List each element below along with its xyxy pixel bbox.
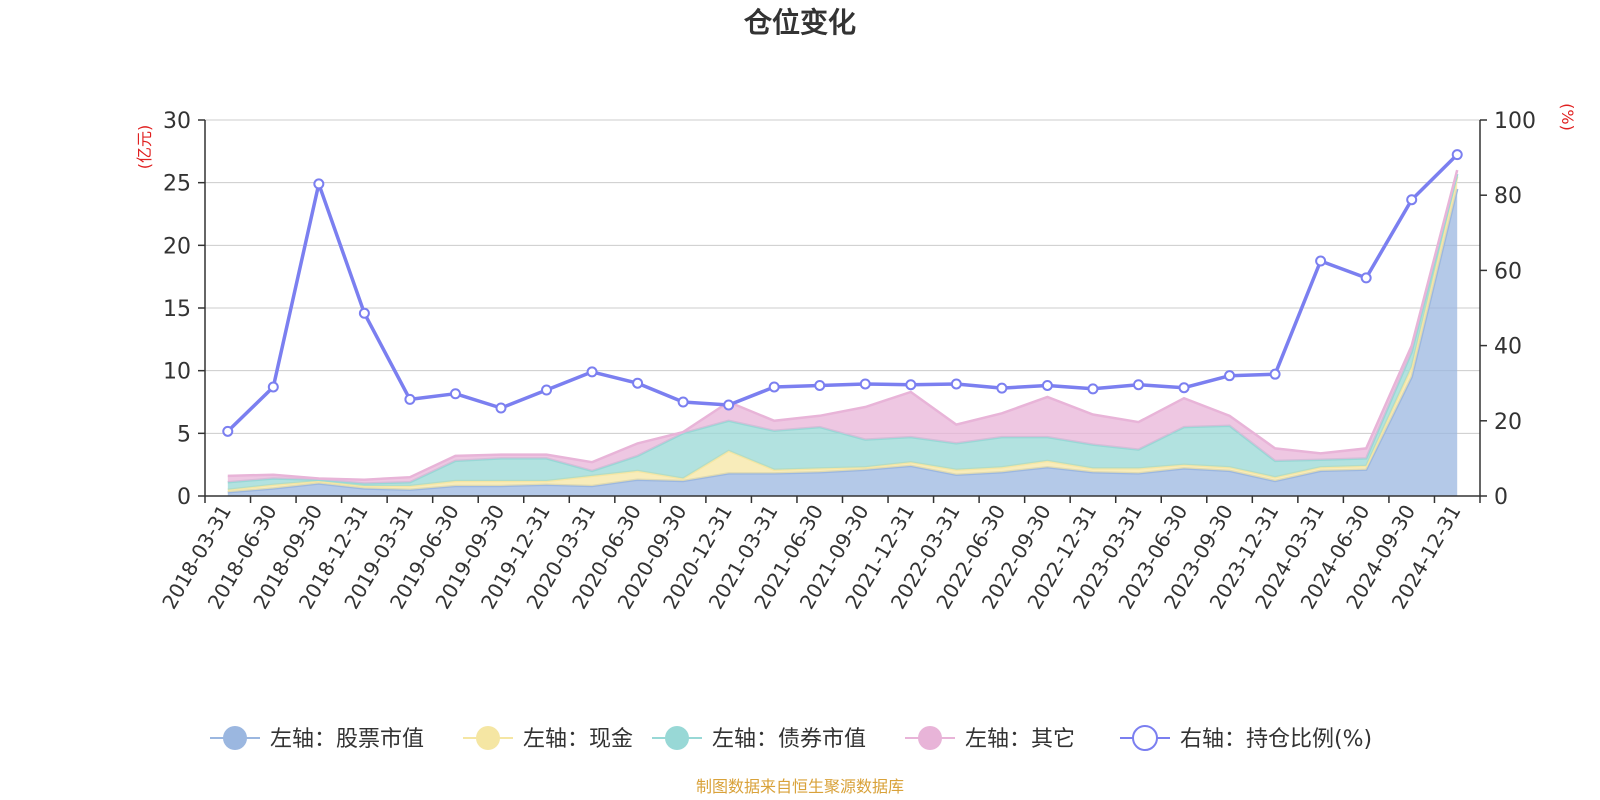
ratio-point bbox=[996, 382, 1008, 394]
area-series-3 bbox=[227, 173, 1458, 490]
right-tick-label: 60 bbox=[1494, 259, 1522, 284]
legend-item-2: 左轴：现金 bbox=[463, 726, 633, 752]
ratio-point bbox=[1132, 379, 1144, 391]
ratio-point bbox=[1406, 194, 1418, 206]
ratio-point bbox=[1041, 379, 1053, 391]
legend-label: 左轴：现金 bbox=[523, 727, 633, 752]
ratio-point bbox=[222, 425, 234, 437]
chart-title: 仓位变化 bbox=[744, 6, 856, 39]
ratio-point bbox=[449, 388, 461, 400]
left-tick-label: 5 bbox=[177, 422, 191, 447]
left-tick-label: 10 bbox=[163, 360, 191, 385]
area-edge-4 bbox=[227, 169, 1459, 481]
legend-marker bbox=[1132, 725, 1158, 751]
ratio-point bbox=[905, 379, 917, 391]
legend: 左轴：股票市值 左轴：现金 左轴：债券市值 左轴：其它 右轴：持仓比例(%) bbox=[210, 725, 1372, 752]
legend-item-1: 左轴：股票市值 bbox=[210, 726, 424, 752]
right-tick-label: 40 bbox=[1494, 335, 1522, 360]
right-tick-label: 0 bbox=[1494, 485, 1508, 510]
legend-item-4: 左轴：其它 bbox=[905, 726, 1075, 752]
legend-item-3: 左轴：债券市值 bbox=[652, 726, 866, 752]
ratio-point bbox=[541, 384, 553, 396]
ratio-point bbox=[495, 402, 507, 414]
ratio-point bbox=[1224, 370, 1236, 382]
legend-label: 左轴：债券市值 bbox=[712, 727, 866, 752]
ratio-point bbox=[267, 381, 279, 393]
ratio-point bbox=[1315, 255, 1327, 267]
left-tick-label: 30 bbox=[163, 109, 191, 134]
left-tick-label: 20 bbox=[163, 234, 191, 259]
right-tick-label: 80 bbox=[1494, 184, 1522, 209]
left-tick-label: 15 bbox=[163, 297, 191, 322]
legend-marker bbox=[665, 726, 689, 750]
legend-marker bbox=[918, 726, 942, 750]
ratio-point bbox=[586, 366, 598, 378]
right-tick-label: 20 bbox=[1494, 410, 1522, 435]
legend-marker bbox=[223, 726, 247, 750]
legend-label: 左轴：其它 bbox=[965, 727, 1075, 752]
right-tick-label: 100 bbox=[1494, 109, 1536, 134]
position-ratio-line bbox=[222, 149, 1463, 437]
ratio-point bbox=[814, 379, 826, 391]
ratio-point bbox=[1360, 272, 1372, 284]
ratio-point bbox=[632, 377, 644, 389]
ratio-point bbox=[723, 399, 735, 411]
ratio-point bbox=[358, 307, 370, 319]
left-axis-unit: (亿元) bbox=[135, 125, 154, 170]
ratio-point bbox=[1451, 149, 1463, 161]
ratio-point bbox=[768, 381, 780, 393]
ratio-point bbox=[1269, 368, 1281, 380]
ratio-point bbox=[313, 178, 325, 190]
right-axis-unit: (%) bbox=[1558, 103, 1577, 131]
legend-marker bbox=[476, 726, 500, 750]
ratio-point bbox=[404, 393, 416, 405]
ratio-point bbox=[1087, 383, 1099, 395]
ratio-point bbox=[859, 378, 871, 390]
legend-label: 左轴：股票市值 bbox=[270, 727, 424, 752]
stacked-areas bbox=[227, 169, 1459, 496]
ratio-point bbox=[950, 378, 962, 390]
data-source-note: 制图数据来自恒生聚源数据库 bbox=[696, 777, 904, 796]
ratio-point bbox=[677, 396, 689, 408]
left-tick-label: 0 bbox=[177, 485, 191, 510]
left-tick-label: 25 bbox=[163, 172, 191, 197]
ratio-line-path bbox=[226, 153, 1459, 433]
axes: 0510152025300204060801002018-03-312018-0… bbox=[157, 109, 1536, 613]
grid-lines bbox=[205, 119, 1480, 434]
ratio-point bbox=[1178, 382, 1190, 394]
legend-label: 右轴：持仓比例(%) bbox=[1180, 727, 1372, 752]
legend-item-5: 右轴：持仓比例(%) bbox=[1120, 725, 1372, 752]
